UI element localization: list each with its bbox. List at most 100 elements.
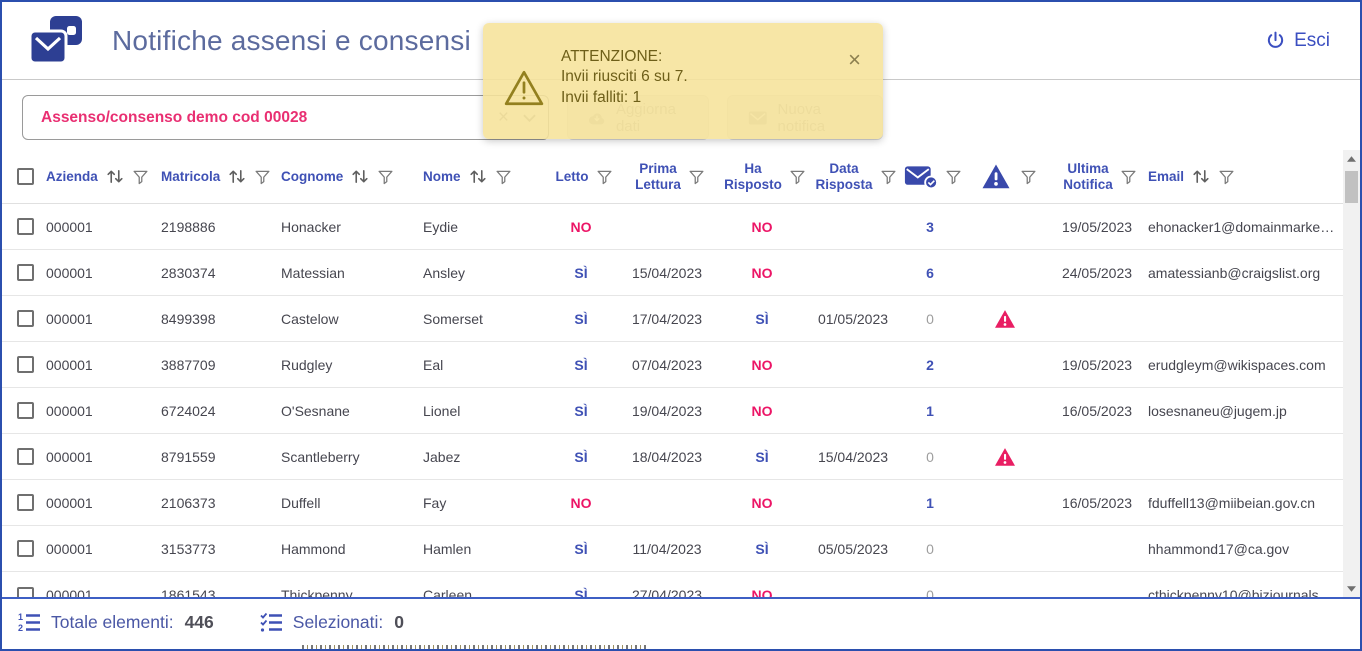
- row-checkbox[interactable]: [17, 310, 34, 327]
- total-elements-value: 446: [184, 611, 214, 632]
- cell-azienda: 000001: [46, 448, 93, 465]
- filter-icon[interactable]: [377, 169, 394, 185]
- filter-icon[interactable]: [596, 169, 613, 185]
- table-row[interactable]: 000001 2198886 Honacker Eydie NO NO 3 19/05/202…: [2, 204, 1343, 250]
- cell-data_risposta: 01/05/2023: [817, 310, 889, 327]
- column-header-notifiche[interactable]: [902, 163, 964, 190]
- row-checkbox[interactable]: [17, 494, 34, 511]
- column-header-matricola[interactable]: Matricola: [161, 168, 281, 185]
- consent-select[interactable]: Assenso/consenso demo cod 00028 ×: [22, 95, 549, 140]
- column-header-data_risposta[interactable]: Data Risposta: [810, 161, 902, 192]
- warning-outline-icon: [504, 70, 544, 106]
- cell-letto: SÌ: [574, 310, 588, 327]
- filter-icon[interactable]: [880, 169, 897, 185]
- filter-icon[interactable]: [945, 169, 962, 185]
- cell-email: fduffell13@miibeian.gov.cn: [1148, 494, 1316, 511]
- vertical-scrollbar[interactable]: [1343, 150, 1360, 597]
- cell-cognome: O'Sesnane: [281, 402, 350, 419]
- column-label-ultima_notifica: Ultima Notifica: [1063, 160, 1113, 192]
- exit-label: Esci: [1294, 29, 1330, 51]
- column-label-email: Email: [1148, 168, 1185, 184]
- cell-cognome: Duffell: [281, 494, 321, 511]
- cell-email: erudgleym@wikispaces.com: [1148, 356, 1326, 373]
- filter-icon[interactable]: [254, 169, 271, 185]
- column-header-ultima_notifica[interactable]: Ultima Notifica: [1052, 161, 1148, 192]
- filter-icon[interactable]: [1120, 169, 1137, 185]
- cell-prima_lettura: 18/04/2023: [631, 448, 703, 465]
- column-label-nome: Nome: [423, 168, 461, 184]
- top-bar: Notifiche assensi e consensi Esci: [2, 2, 1360, 80]
- filter-icon[interactable]: [1218, 169, 1235, 185]
- filter-icon[interactable]: [789, 169, 806, 185]
- column-header-letto[interactable]: Letto: [548, 169, 620, 185]
- cell-data_risposta: 15/04/2023: [817, 448, 889, 465]
- warning-icon: [979, 163, 1013, 190]
- column-header-azienda[interactable]: Azienda: [46, 168, 161, 185]
- exit-button[interactable]: Esci: [1265, 30, 1330, 52]
- filter-icon[interactable]: [495, 169, 512, 185]
- scrollbar-down-arrow[interactable]: [1343, 580, 1360, 597]
- cell-letto: SÌ: [574, 264, 588, 281]
- svg-text:2: 2: [18, 623, 23, 633]
- filter-icon[interactable]: [688, 169, 705, 185]
- cell-letto: NO: [570, 494, 592, 511]
- svg-text:1: 1: [18, 612, 23, 622]
- cell-notifiche: 0: [926, 540, 934, 557]
- table-row[interactable]: 000001 2830374 Matessian Ansley SÌ 15/04/2023…: [2, 250, 1343, 296]
- cell-letto: SÌ: [574, 402, 588, 419]
- row-checkbox[interactable]: [17, 356, 34, 373]
- cell-nome: Carleen: [423, 587, 473, 597]
- column-label-prima_lettura: Prima Lettura: [635, 160, 681, 192]
- sort-icon[interactable]: [350, 168, 370, 185]
- checklist-icon: [260, 612, 282, 632]
- cell-nome: Jabez: [423, 448, 461, 465]
- column-label-azienda: Azienda: [46, 168, 98, 184]
- scrollbar-thumb[interactable]: [1345, 171, 1358, 203]
- filter-icon[interactable]: [132, 169, 149, 185]
- cell-prima_lettura: 15/04/2023: [631, 264, 703, 281]
- table-row[interactable]: 000001 2106373 Duffell Fay NO NO 1 16/05/2023 fd…: [2, 480, 1343, 526]
- table-row[interactable]: 000001 1861543 Thickpenny Carleen SÌ 27/04/20…: [2, 572, 1343, 597]
- filter-icon[interactable]: [1020, 169, 1037, 185]
- cell-ha_risposto: NO: [751, 218, 773, 235]
- scrollbar-up-arrow[interactable]: [1343, 150, 1360, 167]
- select-all-checkbox[interactable]: [17, 168, 34, 185]
- row-checkbox[interactable]: [17, 402, 34, 419]
- cell-letto: SÌ: [574, 587, 588, 597]
- table-row[interactable]: 000001 8791559 Scantleberry Jabez SÌ 18/04/20…: [2, 434, 1343, 480]
- cell-ha_risposto: SÌ: [755, 540, 769, 557]
- column-header-ha_risposto[interactable]: Ha Risposto: [720, 161, 810, 192]
- row-checkbox[interactable]: [17, 218, 34, 235]
- column-header-nome[interactable]: Nome: [423, 168, 548, 185]
- row-warning-icon: [994, 309, 1016, 329]
- sort-icon[interactable]: [468, 168, 488, 185]
- column-header-prima_lettura[interactable]: Prima Lettura: [620, 161, 720, 192]
- cell-email: hhammond17@ca.gov: [1148, 540, 1290, 557]
- total-elements-label: Totale elementi:: [51, 611, 174, 632]
- sort-icon[interactable]: [227, 168, 247, 185]
- row-checkbox[interactable]: [17, 264, 34, 281]
- cell-matricola: 2106373: [161, 494, 216, 511]
- toast-close-icon[interactable]: ×: [848, 47, 861, 72]
- sort-icon[interactable]: [1191, 168, 1211, 185]
- clipped-content-strip: [302, 645, 647, 649]
- row-checkbox[interactable]: [17, 540, 34, 557]
- row-checkbox[interactable]: [17, 586, 34, 597]
- cell-prima_lettura: 07/04/2023: [631, 356, 703, 373]
- column-header-cognome[interactable]: Cognome: [281, 168, 423, 185]
- table-row[interactable]: 000001 3887709 Rudgley Eal SÌ 07/04/2023 NO 2 19…: [2, 342, 1343, 388]
- row-warning-icon: [994, 447, 1016, 467]
- table-row[interactable]: 000001 3153773 Hammond Hamlen SÌ 11/04/2023 SÌ…: [2, 526, 1343, 572]
- footer-bar: 1 2 Totale elementi: 446 Selezionati: 0: [2, 597, 1360, 645]
- column-header-email[interactable]: Email: [1148, 168, 1343, 185]
- cell-ultima_notifica: 16/05/2023: [1061, 402, 1133, 419]
- cell-letto: SÌ: [574, 356, 588, 373]
- selected-elements: Selezionati: 0: [260, 612, 404, 633]
- table-row[interactable]: 000001 8499398 Castelow Somerset SÌ 17/04/202…: [2, 296, 1343, 342]
- row-checkbox[interactable]: [17, 448, 34, 465]
- sort-icon[interactable]: [105, 168, 125, 185]
- column-header-errore[interactable]: [964, 163, 1052, 190]
- table-row[interactable]: 000001 6724024 O'Sesnane Lionel SÌ 19/04/2023…: [2, 388, 1343, 434]
- cell-matricola: 3887709: [161, 356, 216, 373]
- cell-cognome: Thickpenny: [281, 587, 353, 597]
